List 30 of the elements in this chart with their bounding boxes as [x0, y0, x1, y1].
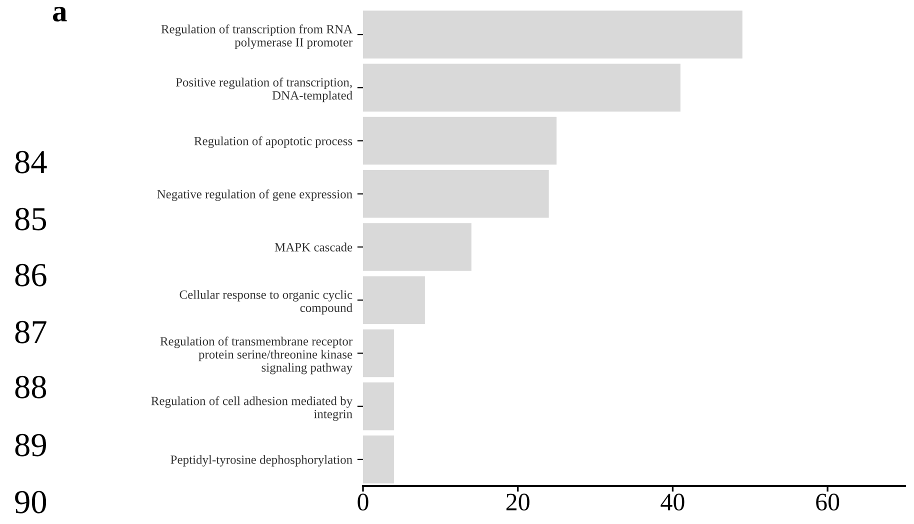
text: 85 — [15, 208, 46, 230]
bar — [363, 10, 742, 58]
y-tick-label: Regulation of transcription from RNA polymerase II promoter — [161, 24, 352, 50]
text: 88 — [15, 376, 46, 398]
y-tick-label: Peptidyl-tyrosine dephosphorylation — [170, 455, 352, 466]
bar — [363, 382, 394, 430]
text: a — [52, 6, 67, 22]
y-tick-label: Positive regulation of transcription, DNA-templated — [176, 78, 352, 102]
y-tick-label: Cellular response to organic cyclic compound — [180, 290, 352, 315]
y-tick-label: Negative regulation of gene expression — [157, 189, 352, 201]
text: 86 — [15, 264, 46, 286]
x-tick-label: 60 — [816, 494, 840, 511]
bar — [363, 223, 472, 271]
y-tick-label: Regulation of cell adhesion mediated by integrin — [151, 396, 353, 421]
text: 84 — [15, 150, 47, 174]
text: 90 — [15, 490, 46, 514]
text: 87 — [15, 320, 46, 344]
y-tick-label: MAPK cascade — [274, 242, 352, 252]
x-tick-label: 0 — [358, 494, 368, 511]
bar — [363, 276, 425, 324]
bar — [363, 329, 394, 378]
bar — [363, 116, 557, 165]
x-tick-label: 40 — [660, 494, 684, 511]
bar — [363, 170, 549, 218]
bar — [363, 64, 680, 112]
y-tick-label: Regulation of apoptotic process — [194, 136, 352, 148]
y-tick-label: Regulation of transmembrane receptor protein serine/threonine kinase signaling pathway — [160, 336, 353, 374]
text: 89 — [15, 434, 46, 456]
x-tick-label: 20 — [506, 494, 530, 511]
bar — [363, 436, 394, 484]
